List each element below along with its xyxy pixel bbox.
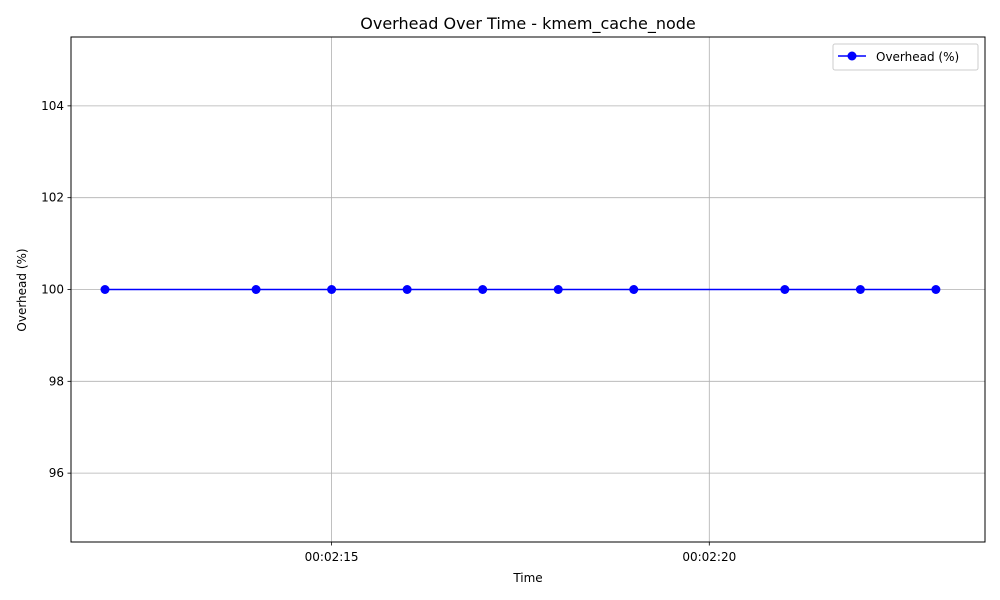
data-point xyxy=(629,285,639,294)
data-point xyxy=(100,285,110,294)
data-point xyxy=(931,285,941,294)
data-point xyxy=(478,285,488,294)
data-point xyxy=(780,285,790,294)
y-tick-label: 104 xyxy=(41,99,64,113)
data-point xyxy=(855,285,865,294)
series-layer xyxy=(100,285,941,294)
axis-ticks: 96 98 100 102 104 00:02:15 00:02:20 xyxy=(41,99,736,564)
x-tick-label: 00:02:20 xyxy=(682,550,736,564)
x-axis-label: Time xyxy=(512,571,542,585)
data-point xyxy=(251,285,261,294)
legend-box xyxy=(832,43,979,71)
data-point xyxy=(402,285,412,294)
y-tick-label: 96 xyxy=(49,466,64,480)
y-tick-label: 102 xyxy=(41,191,64,205)
y-axis-label: Overhead (%) xyxy=(15,248,29,331)
data-point xyxy=(327,285,337,294)
x-tick-label: 00:02:15 xyxy=(305,550,359,564)
chart-title: Overhead Over Time - kmem_cache_node xyxy=(360,14,696,34)
legend-label: Overhead (%) xyxy=(876,50,959,64)
y-tick-label: 98 xyxy=(49,374,64,388)
legend: Overhead (%) xyxy=(832,43,979,71)
y-tick-label: 100 xyxy=(41,283,64,297)
legend-marker-swatch xyxy=(847,51,857,61)
data-point xyxy=(553,285,563,294)
